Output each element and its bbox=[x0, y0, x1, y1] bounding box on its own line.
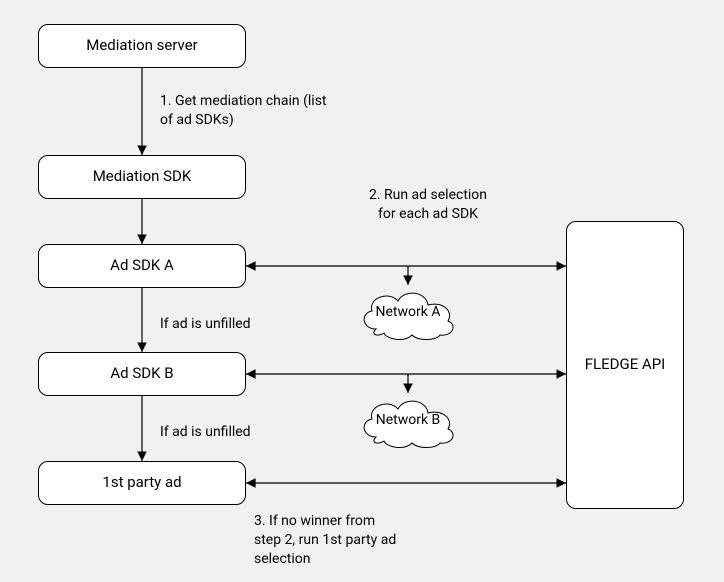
label-unfilled-a: If ad is unfilled bbox=[160, 315, 251, 334]
cloud-network-b: Network B bbox=[356, 391, 460, 449]
node-label: FLEDGE API bbox=[585, 355, 666, 375]
node-mediation-sdk: Mediation SDK bbox=[38, 155, 246, 199]
cloud-network-a: Network A bbox=[356, 283, 460, 341]
node-label: Mediation SDK bbox=[93, 167, 192, 187]
node-fledge-api: FLEDGE API bbox=[566, 221, 684, 509]
node-first-party-ad: 1st party ad bbox=[38, 461, 246, 505]
node-label: Ad SDK B bbox=[110, 364, 173, 384]
cloud-label: Network A bbox=[376, 304, 441, 321]
node-ad-sdk-a: Ad SDK A bbox=[38, 244, 246, 288]
node-mediation-server: Mediation server bbox=[38, 24, 246, 68]
label-step3: 3. If no winner from step 2, run 1st par… bbox=[254, 512, 444, 569]
label-unfilled-b: If ad is unfilled bbox=[160, 423, 251, 442]
node-label: Ad SDK A bbox=[110, 256, 174, 276]
label-step2: 2. Run ad selection for each ad SDK bbox=[338, 186, 518, 224]
cloud-label: Network B bbox=[376, 412, 441, 429]
node-label: 1st party ad bbox=[102, 473, 181, 493]
node-label: Mediation server bbox=[86, 36, 198, 56]
node-ad-sdk-b: Ad SDK B bbox=[38, 352, 246, 396]
label-step1: 1. Get mediation chain (list of ad SDKs) bbox=[160, 92, 360, 130]
